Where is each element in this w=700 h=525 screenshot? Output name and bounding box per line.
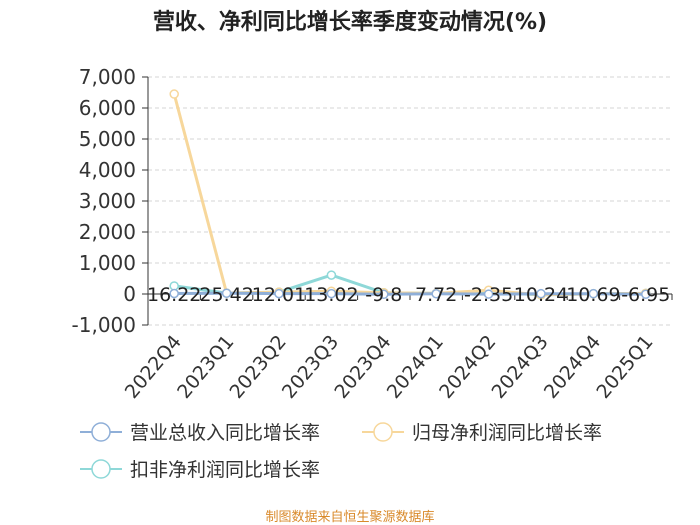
- x-axis: 2022Q42023Q12023Q22023Q32023Q42024Q12024…: [121, 293, 673, 403]
- data-label: 16.22: [147, 284, 201, 306]
- data-point[interactable]: [641, 289, 651, 299]
- data-label: 10.69: [566, 284, 620, 306]
- y-tick-label: 6,000: [79, 96, 136, 120]
- data-label: 7.72: [415, 284, 457, 306]
- legend-label: 归母净利润同比增长率: [412, 422, 602, 444]
- data-label: -9.8: [365, 284, 402, 306]
- data-point[interactable]: [169, 288, 179, 299]
- data-point[interactable]: [431, 289, 441, 299]
- y-tick-label: 3,000: [79, 189, 136, 213]
- legend-item[interactable]: 营业总收入同比增长率: [80, 422, 320, 444]
- data-point[interactable]: [588, 288, 599, 299]
- legend-swatch-marker: [373, 422, 393, 442]
- data-label: 12.01: [252, 284, 306, 306]
- series-line: [172, 93, 646, 297]
- y-tick-label: 5,000: [79, 127, 136, 151]
- data-point[interactable]: [326, 270, 337, 280]
- y-tick-label: 7,000: [79, 65, 136, 89]
- data-point[interactable]: [483, 289, 494, 299]
- y-tick-label: -1,000: [72, 313, 136, 337]
- y-axis: 7,000 6,000 5,000 4,000 3,000 2,000 1,000 0 -1,0…: [72, 65, 149, 337]
- data-point[interactable]: [326, 288, 337, 299]
- y-tick-label: 4,000: [79, 158, 136, 182]
- chart-title: 营收、净利同比增长率季度变动情况(%): [153, 9, 547, 35]
- y-tick-label: 2,000: [79, 220, 136, 244]
- gridlines: [148, 76, 672, 326]
- source-note: 制图数据来自恒生聚源数据库: [265, 509, 434, 525]
- legend-item[interactable]: 扣非净利润同比增长率: [80, 459, 320, 481]
- legend-swatch-marker: [91, 422, 111, 442]
- data-label: 10.24: [514, 284, 568, 306]
- y-tick-label: 1,000: [79, 251, 136, 275]
- data-label: -6.95: [621, 284, 670, 306]
- series-lines: [169, 89, 651, 300]
- data-point[interactable]: [221, 288, 232, 298]
- y-tick-label: 0: [123, 282, 136, 306]
- x-tick-label: 2025Q1: [592, 331, 657, 403]
- legend-item[interactable]: 归母净利润同比增长率: [362, 422, 602, 444]
- data-label: 13.02: [304, 284, 358, 306]
- data-point[interactable]: [274, 288, 284, 299]
- data-label: -2.35: [464, 284, 513, 306]
- legend-label: 营业总收入同比增长率: [130, 422, 320, 444]
- data-label: 25.42: [199, 284, 253, 306]
- data-point[interactable]: [536, 288, 546, 299]
- data-point[interactable]: [169, 89, 179, 99]
- data-point[interactable]: [379, 289, 389, 300]
- legend-label: 扣非净利润同比增长率: [130, 459, 320, 481]
- legend-swatch-marker: [91, 459, 111, 479]
- series-line: [174, 291, 646, 296]
